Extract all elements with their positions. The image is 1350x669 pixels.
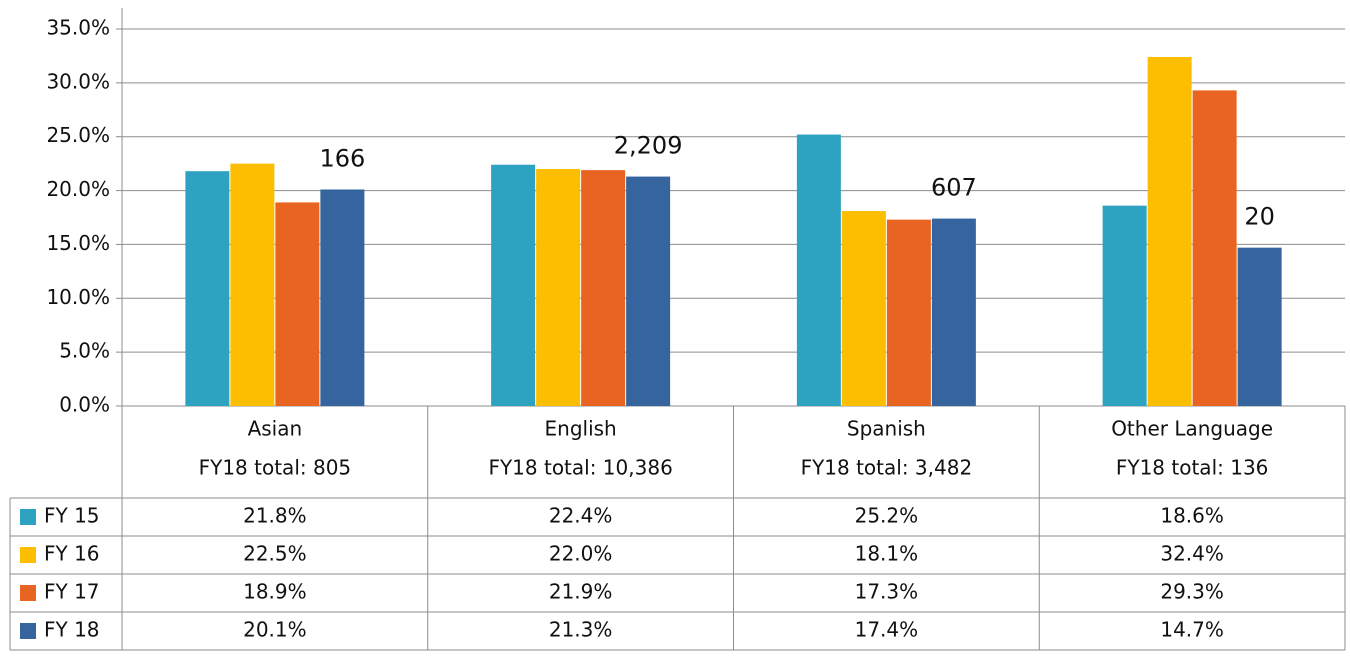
- legend-label: FY 16: [44, 542, 100, 566]
- legend-swatch: [20, 585, 36, 601]
- y-tick-label: 20.0%: [46, 177, 110, 201]
- bar: [536, 169, 581, 406]
- bar: [275, 202, 320, 406]
- legend-swatch: [20, 623, 36, 639]
- table-value: 29.3%: [1160, 580, 1224, 604]
- bar: [320, 189, 365, 406]
- table-value: 17.4%: [855, 618, 919, 642]
- bar: [931, 218, 976, 406]
- y-tick-label: 10.0%: [46, 285, 110, 309]
- legend-swatch: [20, 509, 36, 525]
- bar: [230, 163, 275, 406]
- bar: [841, 211, 886, 406]
- table-value: 25.2%: [855, 504, 919, 528]
- table-value: 18.9%: [243, 580, 307, 604]
- category-total: FY18 total: 3,482: [801, 456, 973, 480]
- bar: [491, 164, 536, 406]
- annotation: 166: [319, 144, 365, 172]
- legend-label: FY 15: [44, 504, 100, 528]
- annotation: 20: [1244, 203, 1275, 231]
- table-value: 21.3%: [549, 618, 613, 642]
- y-tick-label: 15.0%: [46, 231, 110, 255]
- table-value: 21.9%: [549, 580, 613, 604]
- category-total: FY18 total: 805: [199, 456, 352, 480]
- table-value: 21.8%: [243, 504, 307, 528]
- annotation: 2,209: [614, 132, 683, 160]
- y-tick-label: 30.0%: [46, 69, 110, 93]
- y-tick-label: 0.0%: [59, 393, 110, 417]
- y-tick-label: 25.0%: [46, 123, 110, 147]
- y-tick-label: 5.0%: [59, 339, 110, 363]
- table-value: 22.0%: [549, 542, 613, 566]
- bar: [626, 176, 671, 406]
- bar: [581, 170, 626, 406]
- x-tick-label: English: [545, 417, 617, 441]
- category-total: FY18 total: 10,386: [488, 456, 672, 480]
- x-tick-label: Other Language: [1111, 417, 1273, 441]
- bar: [185, 171, 230, 406]
- legend-swatch: [20, 547, 36, 563]
- bar: [886, 219, 931, 406]
- category-total: FY18 total: 136: [1116, 456, 1269, 480]
- bar: [1147, 57, 1192, 407]
- bar: [1237, 247, 1282, 406]
- table-value: 14.7%: [1160, 618, 1224, 642]
- table-value: 18.6%: [1160, 504, 1224, 528]
- table-value: 20.1%: [243, 618, 307, 642]
- table-value: 32.4%: [1160, 542, 1224, 566]
- bar: [1192, 90, 1237, 406]
- table-value: 18.1%: [855, 542, 919, 566]
- y-tick-label: 35.0%: [46, 16, 110, 40]
- bar: [796, 134, 841, 406]
- table-value: 22.4%: [549, 504, 613, 528]
- table-value: 17.3%: [855, 580, 919, 604]
- annotation: 607: [931, 174, 977, 202]
- bar: [1102, 205, 1147, 406]
- table-value: 22.5%: [243, 542, 307, 566]
- legend-label: FY 18: [44, 618, 100, 642]
- x-tick-label: Spanish: [847, 417, 926, 441]
- x-tick-label: Asian: [248, 417, 303, 441]
- legend-label: FY 17: [44, 580, 100, 604]
